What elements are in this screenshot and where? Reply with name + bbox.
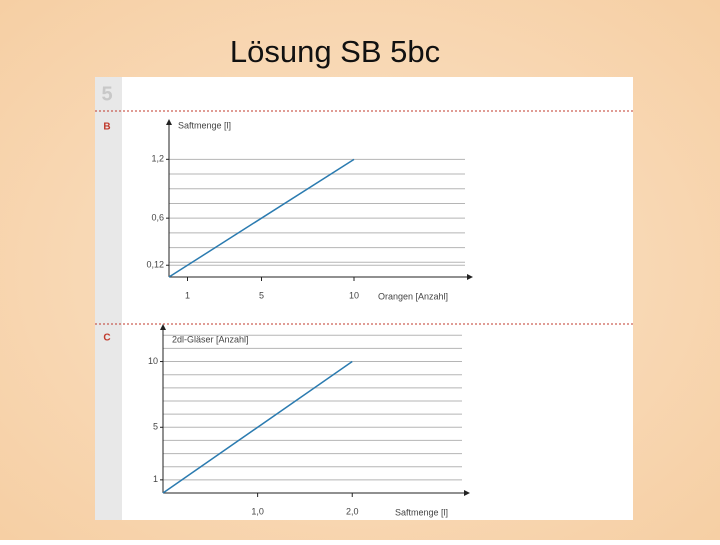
x-tick-label: 5 (259, 290, 264, 300)
section-number: 5 (101, 83, 112, 105)
axis-arrow (464, 490, 470, 496)
x-axis-label: Orangen [Anzahl] (378, 291, 448, 301)
panel (95, 77, 633, 520)
y-tick-label: 1,2 (151, 154, 164, 164)
data-line (168, 158, 355, 278)
y-tick-label: 0,6 (151, 213, 164, 223)
x-tick-label: 1,0 (251, 506, 264, 516)
axis-arrow (160, 324, 166, 330)
data-line (162, 360, 353, 494)
x-axis-label: Saftmenge [l] (395, 507, 448, 517)
y-tick-label: 10 (148, 356, 158, 366)
chart-label: B (103, 122, 110, 133)
y-axis-label: Saftmenge [l] (178, 120, 231, 130)
x-tick-label: 1 (185, 290, 190, 300)
chart-label: C (103, 333, 110, 344)
y-axis-label: 2dl-Gläser [Anzahl] (172, 334, 249, 344)
y-tick-label: 1 (153, 474, 158, 484)
side-strip (95, 77, 122, 520)
x-tick-label: 10 (349, 290, 359, 300)
y-tick-label: 0,12 (146, 260, 164, 270)
axis-arrow (166, 119, 172, 125)
axis-arrow (467, 274, 473, 280)
y-tick-label: 5 (153, 422, 158, 432)
x-tick-label: 2,0 (346, 506, 359, 516)
slide-title: Lösung SB 5bc (230, 34, 440, 69)
